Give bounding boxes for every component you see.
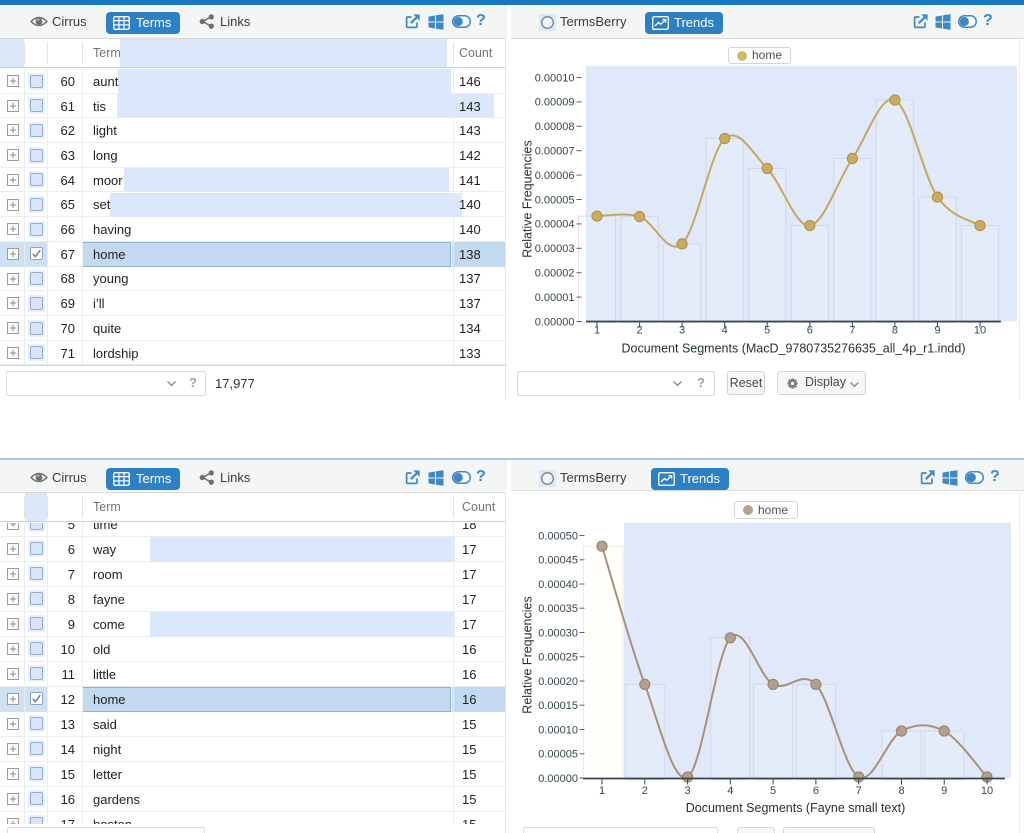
- svg-text:3: 3: [679, 325, 685, 337]
- svg-text:8: 8: [892, 325, 898, 337]
- svg-text:0.00009: 0.00009: [535, 97, 575, 109]
- svg-text:0.00030: 0.00030: [538, 627, 578, 639]
- svg-text:0.00015: 0.00015: [538, 700, 578, 712]
- svg-text:2: 2: [637, 325, 643, 337]
- svg-text:0.00050: 0.00050: [538, 530, 578, 542]
- svg-text:3: 3: [685, 785, 691, 797]
- svg-text:1: 1: [599, 785, 605, 797]
- svg-text:Relative Frequencies: Relative Frequencies: [521, 596, 535, 713]
- svg-text:0.00003: 0.00003: [535, 243, 575, 255]
- svg-text:0.00002: 0.00002: [535, 268, 575, 280]
- svg-text:0.00001: 0.00001: [535, 292, 575, 304]
- svg-text:0.00010: 0.00010: [535, 72, 575, 84]
- svg-text:9: 9: [934, 325, 940, 337]
- svg-text:4: 4: [722, 325, 728, 337]
- svg-text:7: 7: [856, 785, 862, 797]
- svg-text:10: 10: [981, 785, 993, 797]
- svg-text:0.00000: 0.00000: [535, 316, 575, 328]
- svg-text:0.00000: 0.00000: [538, 773, 578, 785]
- svg-text:0.00006: 0.00006: [535, 170, 575, 182]
- svg-text:0.00045: 0.00045: [538, 555, 578, 567]
- svg-text:0.00008: 0.00008: [535, 121, 575, 133]
- svg-text:Relative Frequencies: Relative Frequencies: [521, 140, 535, 257]
- svg-text:0.00040: 0.00040: [538, 579, 578, 591]
- svg-text:6: 6: [813, 785, 819, 797]
- svg-text:0.00004: 0.00004: [535, 219, 575, 231]
- svg-text:0.00020: 0.00020: [538, 676, 578, 688]
- svg-text:2: 2: [642, 785, 648, 797]
- svg-text:1: 1: [594, 325, 600, 337]
- svg-text:0.00007: 0.00007: [535, 146, 575, 158]
- svg-text:5: 5: [770, 785, 776, 797]
- svg-text:5: 5: [764, 325, 770, 337]
- svg-text:0.00005: 0.00005: [535, 194, 575, 206]
- svg-text:9: 9: [941, 785, 947, 797]
- svg-text:6: 6: [807, 325, 813, 337]
- svg-text:8: 8: [898, 785, 904, 797]
- svg-text:0.00005: 0.00005: [538, 749, 578, 761]
- svg-text:10: 10: [974, 325, 986, 337]
- svg-text:0.00025: 0.00025: [538, 652, 578, 664]
- svg-text:Document Segments (MacD_978073: Document Segments (MacD_9780735276635_al…: [622, 342, 966, 356]
- svg-text:0.00035: 0.00035: [538, 603, 578, 615]
- svg-text:Document Segments (Fayne small: Document Segments (Fayne small text): [686, 801, 906, 815]
- svg-text:7: 7: [849, 325, 855, 337]
- svg-text:0.00010: 0.00010: [538, 724, 578, 736]
- svg-text:4: 4: [727, 785, 733, 797]
